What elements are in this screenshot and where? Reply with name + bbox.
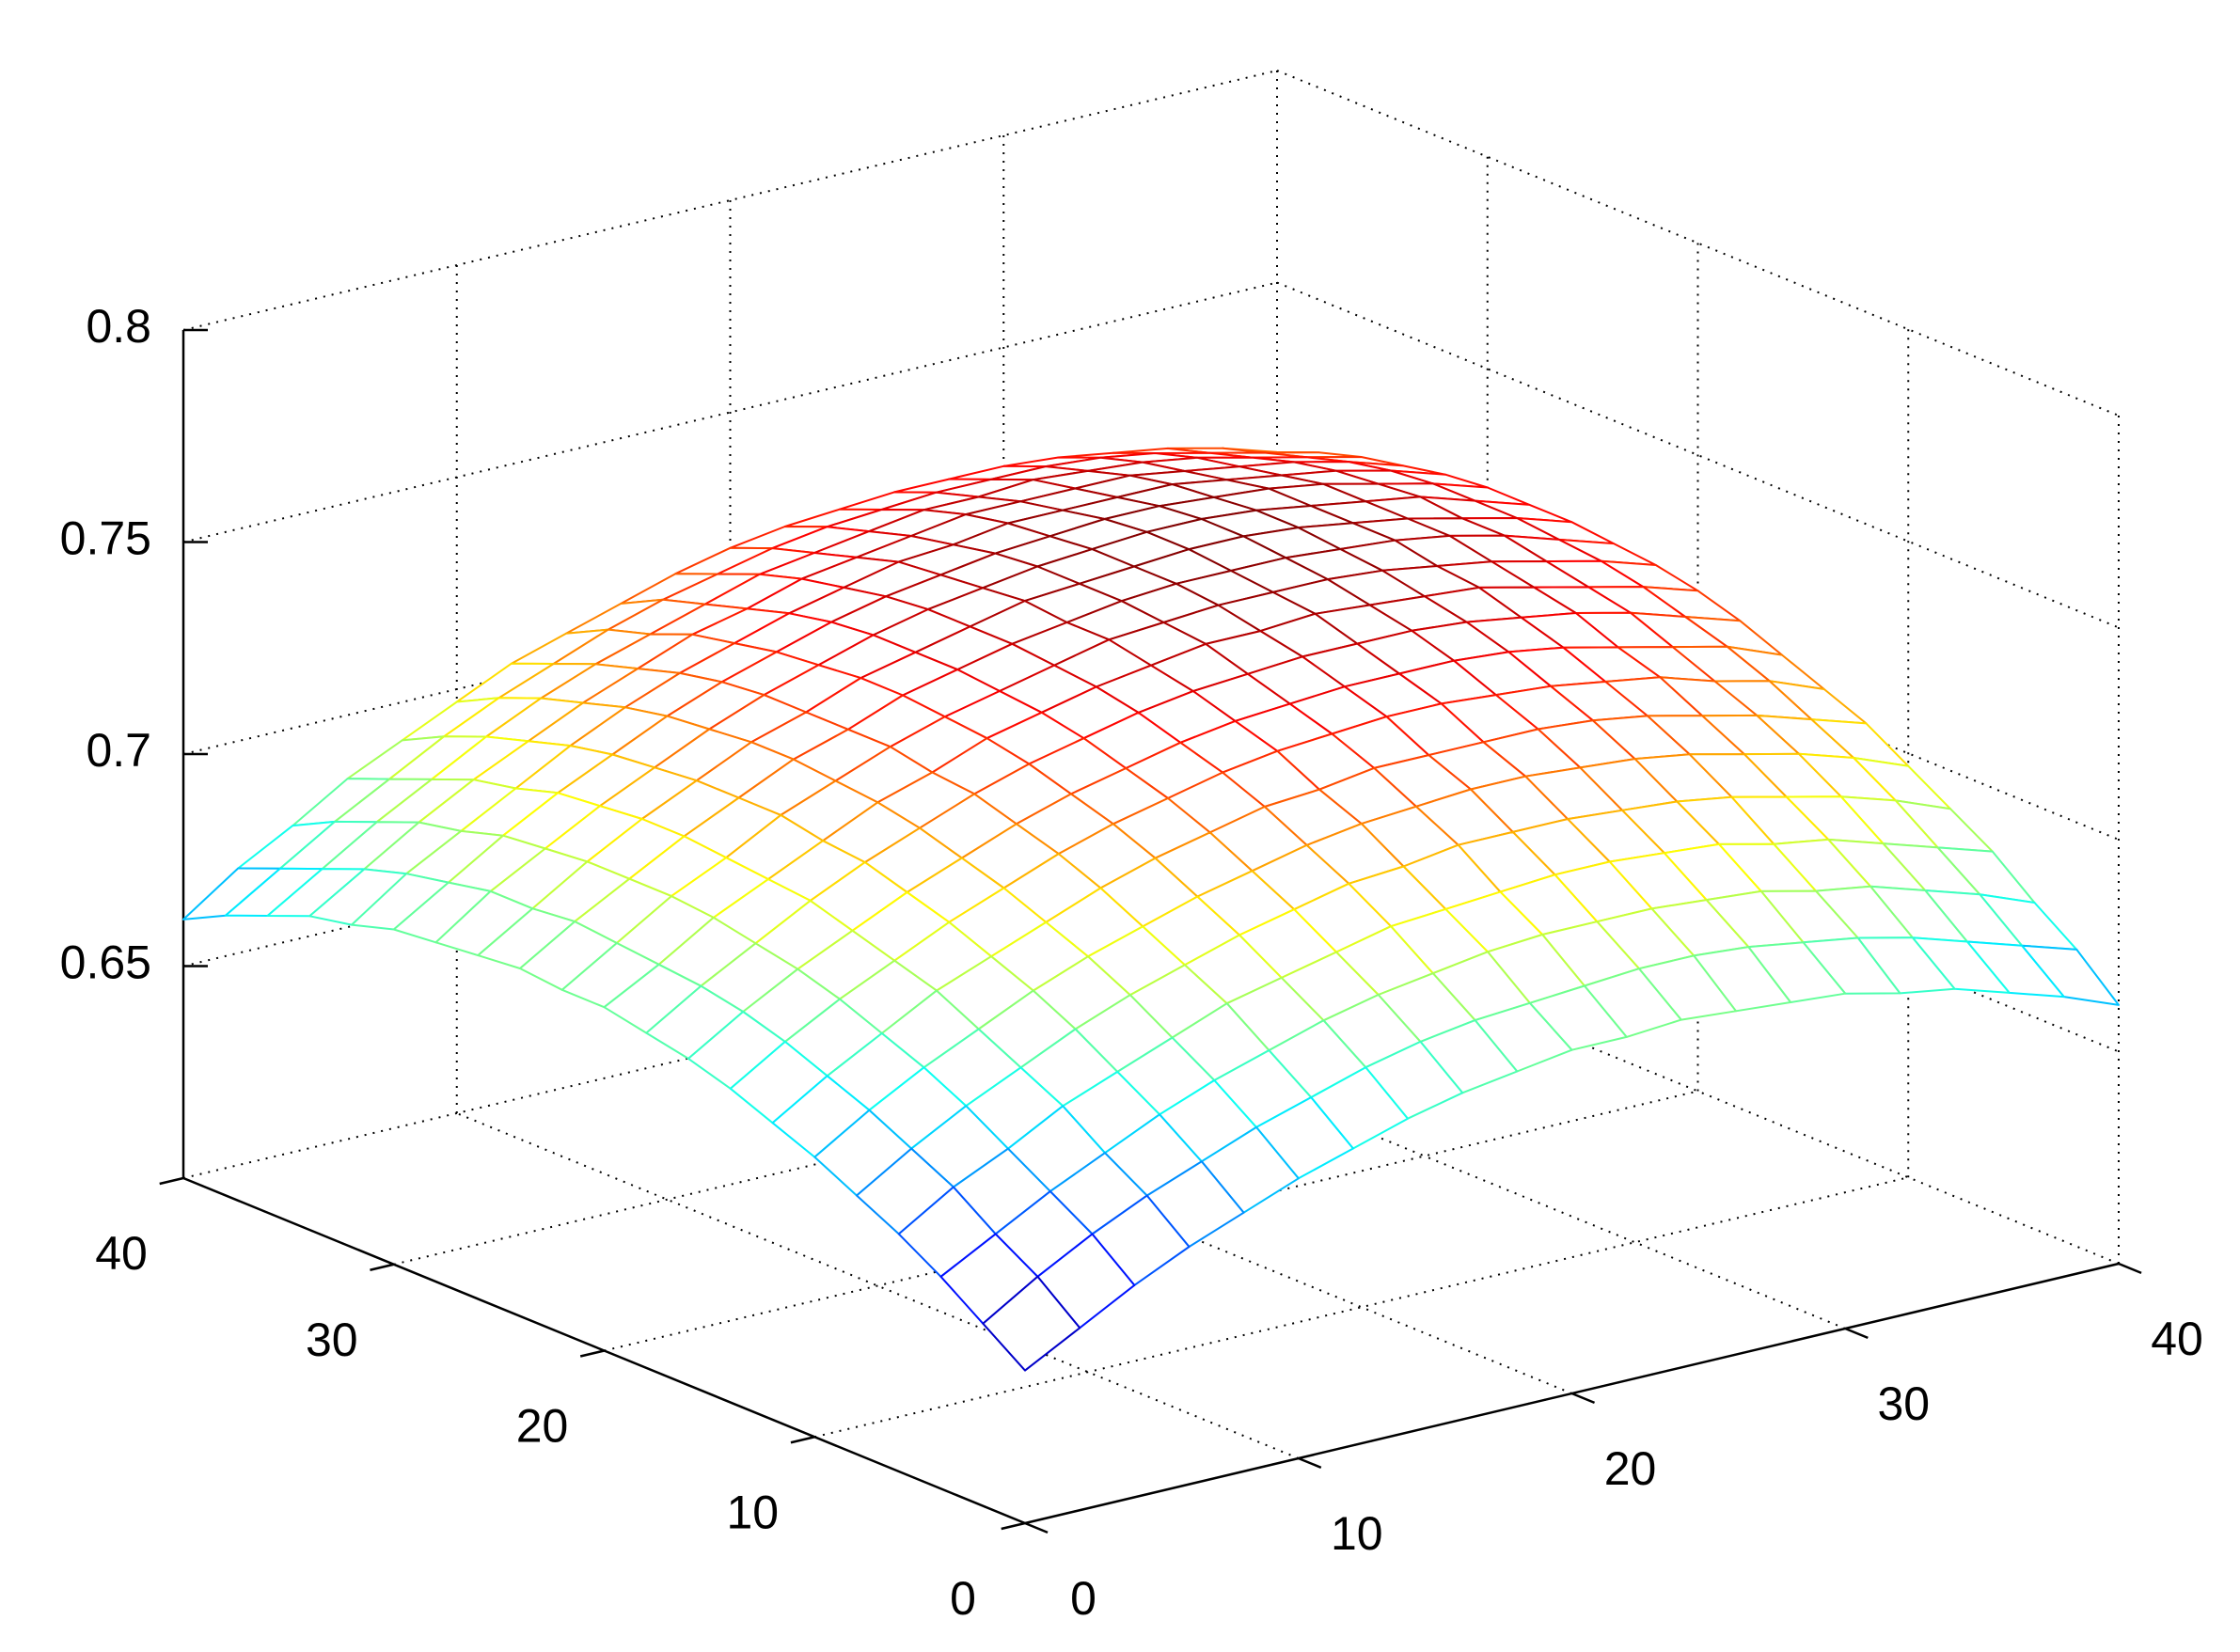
x-tick bbox=[2118, 1262, 2142, 1275]
grid-line bbox=[182, 281, 1278, 543]
y-tick-label: 10 bbox=[726, 1486, 779, 1538]
x-tick-label: 0 bbox=[1070, 1572, 1096, 1625]
y-tick bbox=[579, 1349, 605, 1358]
x-tick bbox=[1844, 1327, 1869, 1340]
x-tick bbox=[1298, 1456, 1322, 1470]
grid-line bbox=[182, 918, 1278, 1179]
grid-line bbox=[393, 1003, 1488, 1266]
y-tick bbox=[1001, 1521, 1026, 1531]
y-tick-label: 20 bbox=[516, 1400, 569, 1453]
y-tick-label: 0 bbox=[950, 1572, 976, 1625]
y-tick bbox=[790, 1436, 815, 1444]
y-tick-label: 40 bbox=[95, 1227, 148, 1280]
mesh-surface bbox=[182, 447, 2120, 1372]
grid-line bbox=[604, 1090, 1698, 1352]
z-tick-label: 0.65 bbox=[60, 936, 151, 989]
x-tick-label: 20 bbox=[1604, 1442, 1657, 1495]
y-tick bbox=[370, 1263, 395, 1271]
grid-line bbox=[814, 1176, 1909, 1439]
x-tick-label: 40 bbox=[2151, 1313, 2203, 1365]
x-tick-label: 10 bbox=[1331, 1507, 1383, 1560]
grid-line bbox=[182, 494, 1278, 755]
z-tick-label: 0.75 bbox=[60, 512, 151, 565]
grid-line bbox=[182, 70, 1278, 331]
y-tick bbox=[159, 1176, 184, 1186]
x-tick bbox=[1024, 1521, 1049, 1534]
x-tick-label: 30 bbox=[1877, 1377, 1930, 1430]
z-tick-label: 0.8 bbox=[86, 300, 151, 353]
z-tick-label: 0.7 bbox=[86, 724, 151, 777]
y-tick-label: 30 bbox=[306, 1314, 358, 1366]
mesh-cell bbox=[982, 1275, 1081, 1372]
x-tick bbox=[1571, 1392, 1596, 1405]
